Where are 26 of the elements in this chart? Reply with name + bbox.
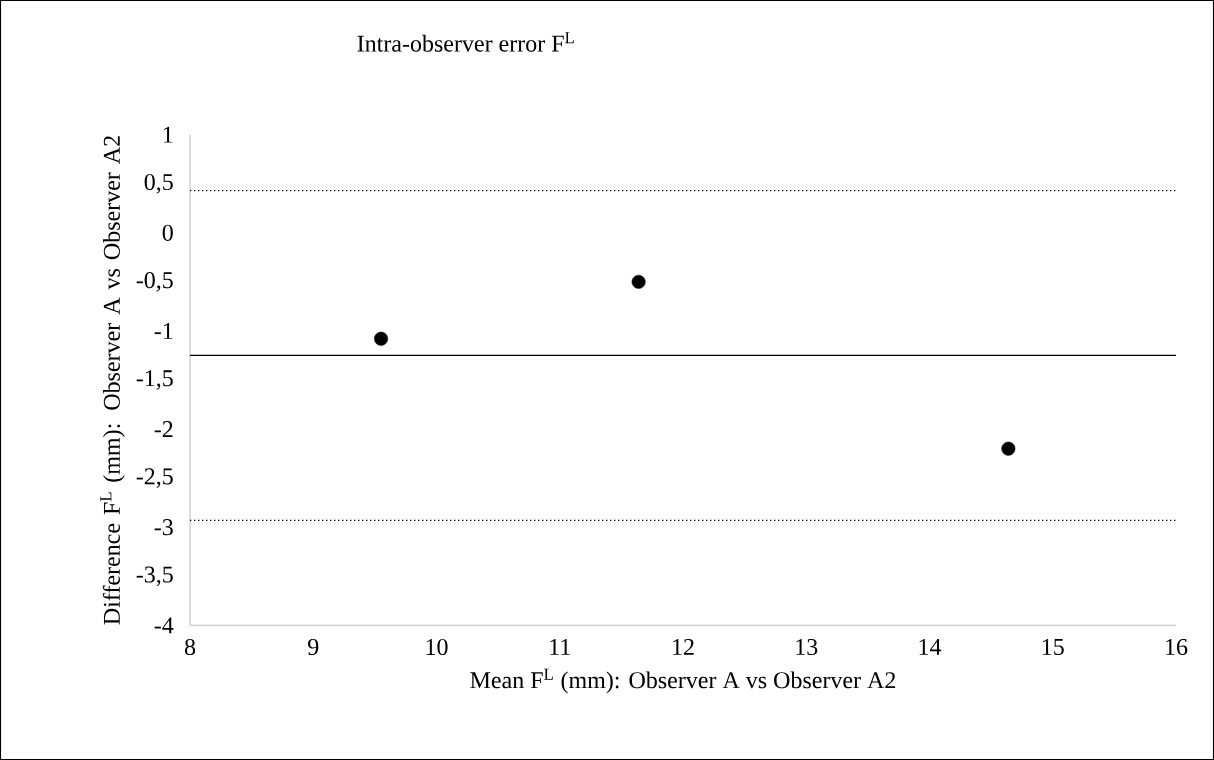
x-tick-label: 13	[796, 638, 818, 656]
point	[374, 331, 388, 346]
y-tick-label: -3,5	[136, 566, 173, 587]
x-tick-label: 8	[184, 638, 196, 656]
y-tick-label: -1,5	[136, 370, 173, 390]
y-axis-title: Difference F$^{L}$ (mm): Observer A vs Observer A2	[100, 136, 125, 625]
x-tick-label: 9	[308, 638, 319, 656]
y-tick-label: -2	[154, 421, 173, 437]
y-tick-label: 1	[163, 126, 173, 143]
x-tick-label: 10	[426, 638, 448, 656]
chart-title: Intra-observer error F$^{L}$	[357, 32, 574, 52]
y-tick-label: -1	[154, 323, 173, 339]
x-tick-label: 15	[1042, 638, 1064, 655]
y-tick-label: -2,5	[136, 468, 173, 488]
point	[1001, 441, 1016, 456]
point	[631, 274, 646, 289]
x-tick-label: 11	[550, 638, 570, 655]
x-tick-label: 12	[673, 638, 694, 655]
x-axis-title: Mean F$^{L}$ (mm): Observer A vs Observer A2	[470, 668, 896, 694]
y-tick-label: 0	[162, 224, 173, 241]
x-tick-label: 14	[919, 638, 942, 655]
y-tick-label: 0,5	[144, 173, 173, 194]
y-tick-label: -0,5	[136, 272, 173, 292]
x-tick-label: 16	[1166, 638, 1188, 656]
y-tick-label: -3	[154, 519, 173, 536]
y-tick-label: -4	[154, 617, 174, 634]
